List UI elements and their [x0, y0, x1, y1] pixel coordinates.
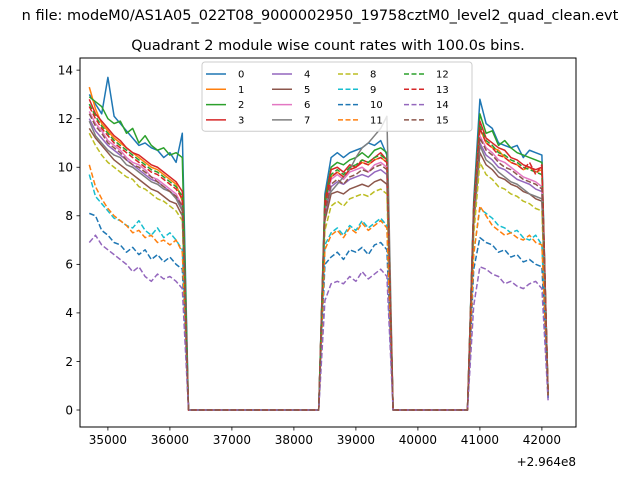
series-line-15 [88, 113, 549, 411]
x-tick-label: 41000 [461, 433, 499, 447]
legend-frame [201, 61, 473, 132]
series-line-7 [88, 115, 549, 411]
series-line-9 [88, 174, 549, 411]
series-line-11 [88, 164, 549, 411]
y-tick-label: 12 [58, 112, 73, 126]
legend-label-2: 2 [238, 100, 244, 111]
series-line-3 [88, 98, 549, 411]
plot-frame [79, 57, 577, 428]
x-tick-label: 38000 [275, 433, 313, 447]
x-tick-label: 35000 [89, 433, 127, 447]
y-tick-label: 8 [65, 209, 73, 223]
series-line-12 [88, 103, 549, 411]
legend-label-11: 11 [370, 115, 383, 126]
legend-label-9: 9 [370, 85, 376, 96]
y-tick-label: 0 [65, 403, 73, 417]
x-tick-label: 42000 [523, 433, 561, 447]
series-line-2 [88, 96, 549, 411]
legend-label-13: 13 [436, 85, 449, 96]
y-tick-label: 6 [65, 258, 73, 272]
series-line-10 [89, 212, 549, 411]
x-tick-label: 40000 [399, 433, 437, 447]
legend-label-3: 3 [238, 115, 244, 126]
series-line-0 [88, 76, 549, 411]
series-line-13 [88, 106, 549, 411]
legend-label-4: 4 [304, 70, 310, 81]
y-tick-label: 10 [58, 161, 73, 175]
legend-label-12: 12 [436, 70, 449, 81]
x-tick-label: 37000 [213, 433, 251, 447]
x-tick-label: 39000 [337, 433, 375, 447]
legend-label-0: 0 [238, 70, 244, 81]
series-line-5 [88, 127, 549, 411]
x-axis: 35000 36000 37000 38000 39000 40000 41000 42000 [89, 427, 561, 447]
legend-label-14: 14 [436, 100, 449, 111]
legend-label-6: 6 [304, 100, 310, 111]
chart-suptitle: n file: modeM0/AS1A05_022T08_9000002950_… [22, 8, 619, 24]
legend-label-8: 8 [370, 70, 376, 81]
legend-label-5: 5 [304, 85, 310, 96]
legend-label-15: 15 [436, 115, 449, 126]
legend-label-7: 7 [304, 115, 310, 126]
series-line-8 [88, 132, 549, 411]
series-line-14 [88, 234, 549, 411]
y-tick-label: 4 [65, 306, 73, 320]
series-layer [88, 76, 549, 411]
legend-label-10: 10 [370, 100, 383, 111]
y-axis: 0 2 4 6 8 10 12 14 [58, 63, 80, 417]
x-tick-label: 36000 [151, 433, 189, 447]
chart-title: Quadrant 2 module wise count rates with … [131, 38, 525, 54]
y-tick-label: 2 [65, 355, 73, 369]
series-line-6 [88, 111, 549, 411]
x-axis-offset-label: +2.964e8 [517, 455, 576, 469]
series-line-4 [88, 118, 549, 411]
y-tick-label: 14 [58, 63, 73, 77]
legend-label-1: 1 [238, 85, 244, 96]
